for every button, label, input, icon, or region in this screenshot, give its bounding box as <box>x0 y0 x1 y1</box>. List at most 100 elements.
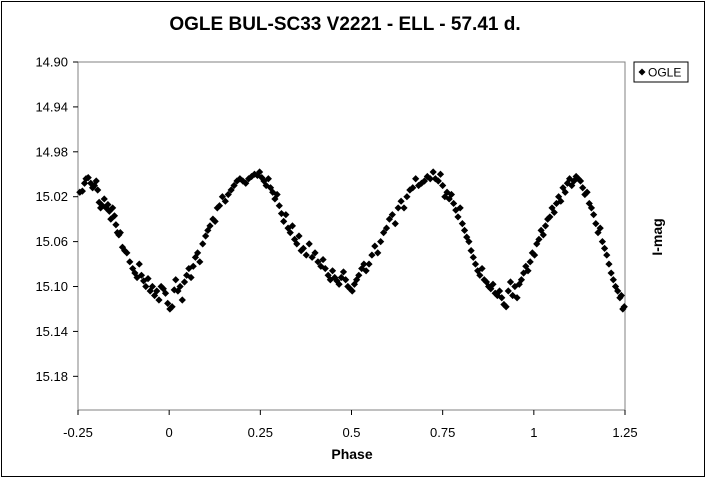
data-point <box>397 197 405 205</box>
data-point <box>447 190 456 199</box>
data-point <box>576 177 585 185</box>
y-tick-label: 15.18 <box>35 369 68 384</box>
data-point <box>546 213 554 221</box>
legend: OGLE <box>633 61 689 83</box>
data-point <box>168 303 176 311</box>
data-point <box>350 280 359 288</box>
y-tick-label: 15.14 <box>35 324 68 339</box>
data-point <box>302 251 310 259</box>
data-point <box>467 246 475 255</box>
data-point <box>559 184 567 192</box>
data-point <box>474 267 482 275</box>
data-point <box>561 188 569 196</box>
data-point <box>394 204 402 212</box>
legend-entry-ogle: OGLE <box>648 66 681 80</box>
data-point <box>288 222 297 230</box>
data-point <box>355 271 363 279</box>
data-point <box>382 224 391 232</box>
data-point <box>215 202 224 210</box>
data-point <box>409 184 417 192</box>
data-point <box>485 282 493 291</box>
data-point <box>391 220 399 228</box>
y-axis: 14.90 14.94 14.98 15.02 15.06 15.10 15.14 15.18 <box>35 55 78 384</box>
x-tick-label: 0 <box>166 425 173 440</box>
data-point <box>429 168 437 176</box>
data-point <box>557 197 565 205</box>
x-tick-label: 1 <box>530 425 537 440</box>
data-point <box>596 224 604 232</box>
legend-marker-icon <box>638 68 646 76</box>
data-point <box>129 264 137 273</box>
data-point <box>482 278 491 286</box>
data-point <box>450 199 458 208</box>
data-point <box>297 246 305 255</box>
data-point <box>607 269 615 277</box>
y-tick-label: 15.06 <box>35 234 68 249</box>
data-point <box>166 305 174 313</box>
data-point <box>495 287 504 295</box>
data-point <box>572 172 580 181</box>
data-point <box>282 211 290 219</box>
data-point <box>110 212 119 220</box>
data-point <box>206 222 214 230</box>
data-point <box>385 215 394 223</box>
data-point <box>614 287 622 295</box>
data-point <box>570 177 578 185</box>
x-axis: -0.25 0 0.25 0.5 0.75 1 1.25 <box>63 410 638 440</box>
data-point <box>358 264 366 273</box>
data-point <box>526 258 534 266</box>
data-point <box>342 276 350 284</box>
data-point <box>112 221 120 229</box>
data-point <box>314 258 322 266</box>
data-point <box>183 271 191 279</box>
data-point <box>460 226 469 234</box>
x-tick-label: 0.25 <box>248 425 273 440</box>
data-point <box>178 296 186 304</box>
y-tick-label: 15.02 <box>35 189 68 204</box>
data-point <box>600 244 609 252</box>
data-point <box>308 253 316 261</box>
data-point <box>253 171 262 179</box>
data-point <box>537 226 545 234</box>
data-point <box>335 280 343 288</box>
data-point <box>524 267 532 275</box>
legend-box <box>633 61 689 83</box>
data-point <box>388 211 396 219</box>
data-point <box>172 276 180 284</box>
data-point <box>511 282 519 291</box>
data-point <box>454 213 462 221</box>
x-tick-label: -0.25 <box>63 425 93 440</box>
data-point <box>362 267 370 275</box>
data-point <box>264 175 272 183</box>
data-point <box>539 231 547 239</box>
data-point <box>517 276 526 284</box>
data-point <box>476 271 484 279</box>
data-point <box>199 240 207 248</box>
data-point <box>116 229 124 237</box>
data-point <box>319 255 327 264</box>
data-point <box>515 280 523 288</box>
data-point <box>284 224 292 232</box>
data-point <box>180 278 189 286</box>
data-point <box>311 249 319 257</box>
data-point <box>187 273 195 282</box>
data-point <box>76 188 84 196</box>
data-point <box>374 249 382 257</box>
data-point <box>142 282 150 291</box>
data-point <box>360 260 368 268</box>
data-point <box>115 231 123 239</box>
data-point <box>286 229 294 237</box>
data-point <box>436 170 445 178</box>
data-point <box>420 177 429 185</box>
data-point <box>535 235 543 243</box>
data-point <box>605 260 613 268</box>
data-point <box>194 249 202 257</box>
data-point <box>328 267 337 275</box>
data-point <box>148 282 156 291</box>
y-tick-label: 14.98 <box>35 144 68 159</box>
data-point <box>92 177 100 185</box>
data-point <box>224 190 232 199</box>
data-point <box>256 168 264 176</box>
data-point <box>104 200 112 209</box>
